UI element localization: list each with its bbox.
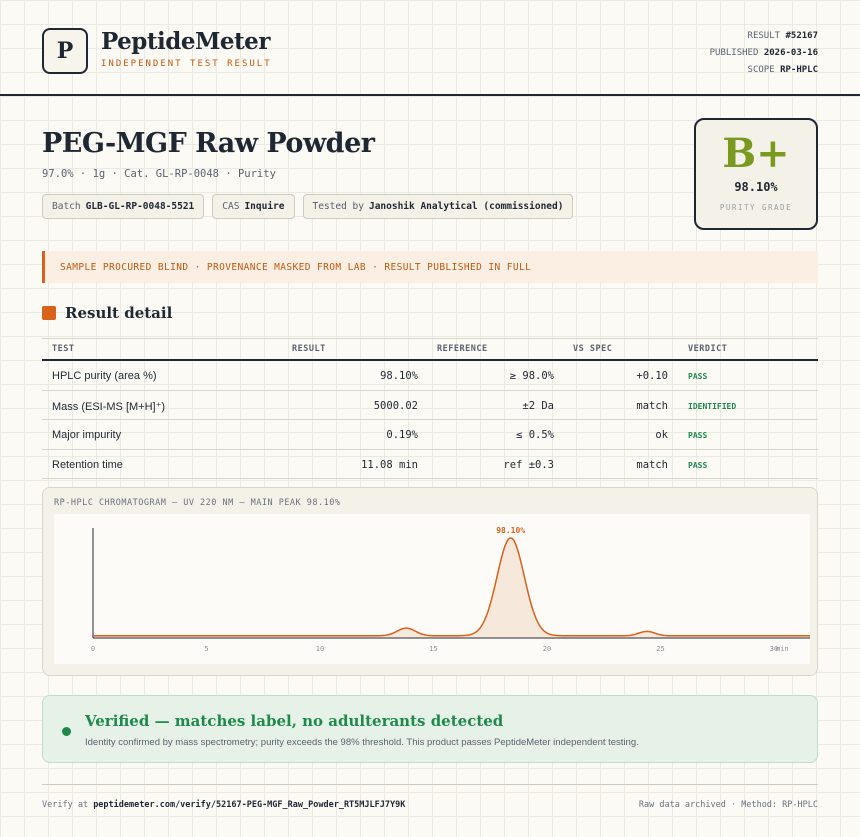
footer-method: Raw data archived · Method: RP-HPLC (638, 800, 818, 810)
th-result: RESULT (292, 344, 326, 354)
verify-link[interactable]: peptidemeter.com/verify/52167-PEG-MGF_Ra… (93, 800, 406, 810)
plot-background (54, 514, 810, 664)
chip-label: Tested by (312, 201, 364, 212)
x-tick-label: 5 (204, 645, 208, 653)
batch-chip: Batch GLB-GL-RP-0048-5521 (42, 194, 205, 219)
cell-result: 0.19% (386, 429, 418, 441)
result-id: #52167 (785, 31, 818, 41)
verdict-badge: IDENTIFIED (688, 401, 737, 411)
published-label: PUBLISHED (709, 48, 759, 58)
verified-panel: Verified — matches label, no adulterants… (42, 695, 818, 763)
purity-grade-card: B+ 98.10% PURITY GRADE (694, 118, 818, 230)
product-chips: Batch GLB-GL-RP-0048-5521 CAS Inquire Test… (42, 194, 574, 219)
result-meta: RESULT #52167 PUBLISHED 2026-03-16 SCOPE… (710, 28, 818, 79)
cell-reference: ≥ 98.0% (509, 370, 554, 382)
cell-spec: +0.10 (636, 370, 668, 382)
brand-name[interactable]: PeptideMeter (101, 28, 270, 55)
chromatogram-line (93, 537, 810, 637)
cell-result: 98.10% (380, 370, 418, 382)
verdict-badge: PASS (688, 431, 708, 440)
purity-grade: B+ (722, 130, 790, 177)
result-label: RESULT (747, 31, 781, 41)
purity-grade-value: 98.10% (734, 180, 778, 194)
x-tick-label: 30 (770, 645, 778, 653)
section-title: Result detail (65, 304, 173, 322)
procurement-banner: SAMPLE PROCURED BLIND · PROVENANCE MASKE… (42, 251, 818, 283)
cell-test: Major impurity (52, 429, 122, 441)
product-subtitle: 97.0% · 1g · Cat. GL-RP-0048 · Purity (42, 168, 276, 180)
brand-tagline: INDEPENDENT TEST RESULT (101, 59, 272, 69)
verified-dot-icon (62, 727, 71, 736)
x-tick-label: 25 (656, 645, 664, 653)
cell-test: Retention time (52, 458, 123, 471)
tested-by-chip: Tested by Janoshik Analytical (commission… (302, 194, 574, 219)
x-tick-label: 15 (429, 645, 437, 653)
cell-spec: match (636, 399, 668, 412)
cell-test: HPLC purity (area %) (52, 370, 157, 382)
cell-reference: ≤ 0.5% (516, 429, 554, 441)
cas-chip: CAS Inquire (212, 194, 295, 219)
verdict-badge: PASS (688, 460, 708, 470)
cell-result: 11.08 min (361, 458, 418, 471)
chromatogram-panel: RP-HPLC CHROMATOGRAM — UV 220 NM — MAIN … (42, 487, 818, 676)
table-row: Major impurity 0.19% ≤ 0.5% ok PASS (42, 420, 818, 450)
purity-grade-label: PURITY GRADE (719, 203, 793, 212)
published-date: 2026-03-16 (763, 48, 818, 58)
cell-reference: ±2 Da (522, 399, 554, 412)
x-tick-label: 20 (543, 645, 551, 653)
table-row: Retention time 11.08 min ref ±0.3 match … (42, 450, 818, 479)
th-test: TEST (52, 344, 75, 354)
cell-reference: ref ±0.3 (503, 458, 554, 471)
chip-value: Janoshik Analytical (commissioned) (368, 201, 564, 212)
th-verdict: VERDICT (688, 344, 728, 354)
section-square-icon (42, 306, 56, 320)
chip-label: Batch (52, 201, 81, 212)
cell-spec: match (636, 458, 668, 471)
main-peak-label: 98.10% (496, 526, 525, 535)
x-tick-label: 0 (91, 645, 95, 653)
section-header: Result detail (42, 304, 172, 322)
cell-test: Mass (ESI-MS [M+H]⁺) (52, 400, 166, 413)
verdict-badge: PASS (688, 372, 708, 381)
x-unit-label: min (776, 645, 789, 653)
verified-title: Verified — matches label, no adulterants… (85, 712, 504, 730)
table-row: HPLC purity (area %) 98.10% ≥ 98.0% +0.1… (42, 361, 818, 391)
cell-result: 5000.02 (373, 399, 418, 412)
table-header: TEST RESULT REFERENCE VS SPEC VERDICT (42, 338, 818, 361)
footer: Verify at peptidemeter.com/verify/52167-… (42, 784, 818, 810)
scope-value: RP-HPLC (780, 65, 818, 75)
x-tick-label: 10 (316, 645, 324, 653)
th-vs-spec: VS SPEC (573, 344, 613, 354)
product-title: PEG-MGF Raw Powder (42, 128, 375, 159)
cell-spec: ok (655, 429, 668, 441)
scope-label: SCOPE (747, 65, 775, 75)
chip-value: Inquire (244, 201, 285, 212)
chip-value: GLB-GL-RP-0048-5521 (85, 201, 195, 212)
chip-label: CAS (222, 201, 240, 212)
header: P PeptideMeter INDEPENDENT TEST RESULT R… (0, 0, 860, 96)
result-table: TEST RESULT REFERENCE VS SPEC VERDICT HP… (42, 338, 818, 479)
th-reference: REFERENCE (437, 344, 488, 354)
chromatogram-title: RP-HPLC CHROMATOGRAM — UV 220 NM — MAIN … (54, 498, 341, 508)
table-row: Mass (ESI-MS [M+H]⁺) 5000.02 ±2 Da match… (42, 391, 818, 420)
verify-prefix: Verify at (42, 800, 89, 810)
logo[interactable]: P (42, 28, 88, 74)
verified-description: Identity confirmed by mass spectrometry;… (85, 737, 639, 748)
